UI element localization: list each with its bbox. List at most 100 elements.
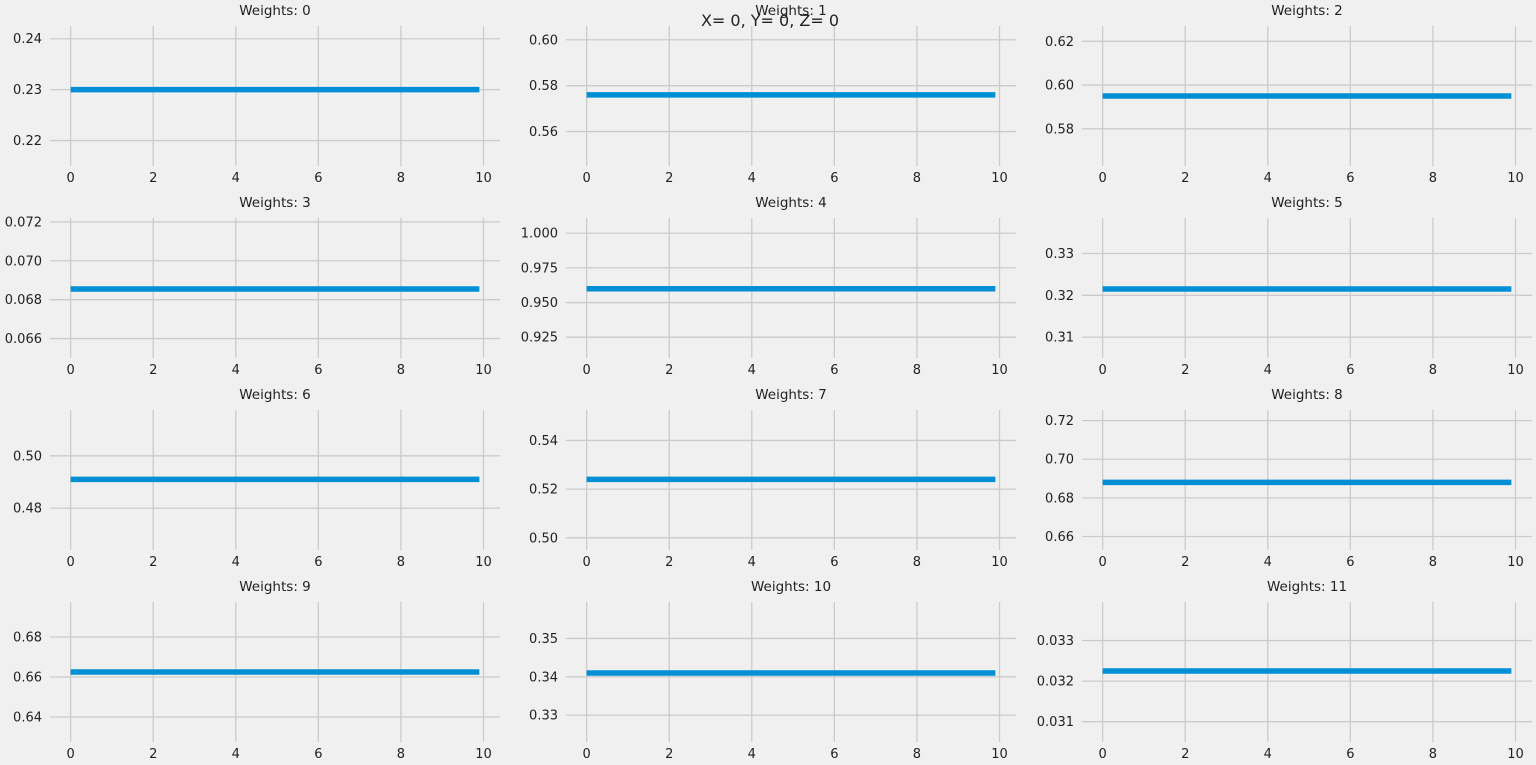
- subplot-weights-5: 0 2 4 6 8 10 0.31 0.32 0.33 Weights: 5: [1045, 195, 1532, 378]
- y-tick-label: 0.60: [529, 33, 558, 48]
- x-tick-label: 8: [1429, 171, 1437, 186]
- subplot-weights-11: 0 2 4 6 8 10 0.031 0.032 0.033 Weights: 11: [1037, 579, 1532, 762]
- x-tick-label: 2: [1181, 555, 1189, 570]
- x-tick-label: 10: [475, 555, 492, 570]
- x-tick-label: 6: [314, 171, 322, 186]
- x-tick-label: 6: [830, 555, 838, 570]
- y-tick-label: 0.072: [5, 215, 42, 230]
- y-tick-label: 0.62: [1045, 35, 1074, 50]
- y-tick-label: 0.925: [521, 331, 558, 346]
- x-tick-label: 2: [665, 747, 673, 762]
- x-tick-label: 8: [397, 171, 405, 186]
- x-tick-label: 0: [1099, 363, 1107, 378]
- x-tick-label: 10: [1507, 171, 1524, 186]
- x-tick-label: 4: [748, 747, 756, 762]
- x-tick-label: 4: [748, 363, 756, 378]
- subplot-title: Weights: 1: [755, 3, 827, 19]
- x-tick-label: 4: [1264, 171, 1272, 186]
- x-tick-label: 2: [665, 555, 673, 570]
- y-tick-label: 0.033: [1037, 634, 1074, 649]
- y-tick-label: 0.58: [1045, 122, 1074, 137]
- y-tick-label: 0.66: [13, 671, 42, 686]
- subplot-grid: 0 2 4 6 8 10 0.22 0.23 0.24 Weights: 0 0 2 4 6 8 10 0.56…: [5, 3, 1532, 762]
- y-tick-label: 0.32: [1045, 289, 1074, 304]
- x-tick-label: 2: [665, 363, 673, 378]
- x-tick-label: 10: [991, 747, 1008, 762]
- x-tick-label: 8: [1429, 747, 1437, 762]
- y-tick-label: 0.64: [13, 711, 42, 726]
- y-tick-label: 0.22: [13, 134, 42, 149]
- subplot-weights-2: 0 2 4 6 8 10 0.58 0.60 0.62 Weights: 2: [1045, 3, 1532, 186]
- x-tick-label: 8: [397, 555, 405, 570]
- x-tick-label: 8: [913, 555, 921, 570]
- y-tick-label: 0.35: [529, 632, 558, 647]
- subplot-title: Weights: 2: [1271, 3, 1343, 19]
- x-tick-label: 4: [748, 171, 756, 186]
- x-tick-label: 4: [748, 555, 756, 570]
- subplot-title: Weights: 9: [239, 579, 311, 595]
- y-tick-label: 0.60: [1045, 79, 1074, 94]
- x-tick-label: 2: [1181, 363, 1189, 378]
- subplot-title: Weights: 6: [239, 387, 311, 403]
- x-tick-label: 10: [991, 171, 1008, 186]
- y-tick-label: 0.031: [1037, 715, 1074, 730]
- x-tick-label: 6: [1346, 171, 1354, 186]
- x-tick-label: 2: [149, 171, 157, 186]
- subplot-title: Weights: 3: [239, 195, 311, 211]
- y-tick-label: 0.52: [529, 483, 558, 498]
- x-tick-label: 8: [913, 747, 921, 762]
- x-tick-label: 8: [397, 363, 405, 378]
- x-tick-label: 0: [583, 363, 591, 378]
- x-tick-label: 10: [1507, 363, 1524, 378]
- y-tick-label: 0.33: [1045, 247, 1074, 262]
- x-tick-label: 0: [1099, 171, 1107, 186]
- subplot-title: Weights: 8: [1271, 387, 1343, 403]
- x-tick-label: 4: [1264, 747, 1272, 762]
- x-tick-label: 0: [67, 363, 75, 378]
- x-tick-label: 8: [913, 171, 921, 186]
- y-tick-label: 0.950: [521, 296, 558, 311]
- x-tick-label: 0: [583, 171, 591, 186]
- subplot-title: Weights: 10: [751, 579, 831, 595]
- y-tick-label: 0.50: [529, 531, 558, 546]
- x-tick-label: 6: [830, 171, 838, 186]
- x-tick-label: 0: [1099, 747, 1107, 762]
- x-tick-label: 2: [149, 555, 157, 570]
- x-tick-label: 6: [314, 555, 322, 570]
- y-tick-label: 0.24: [13, 32, 42, 47]
- x-tick-label: 2: [149, 747, 157, 762]
- subplot-weights-9: 0 2 4 6 8 10 0.64 0.66 0.68 Weights: 9: [13, 579, 500, 762]
- subplot-weights-10: 0 2 4 6 8 10 0.33 0.34 0.35 Weights: 10: [529, 579, 1016, 762]
- y-tick-label: 0.66: [1045, 530, 1074, 545]
- x-tick-label: 4: [232, 747, 240, 762]
- x-tick-label: 8: [1429, 555, 1437, 570]
- subplot-weights-0: 0 2 4 6 8 10 0.22 0.23 0.24 Weights: 0: [13, 3, 500, 186]
- x-tick-label: 2: [665, 171, 673, 186]
- subplot-weights-3: 0 2 4 6 8 10 0.066 0.068 0.070 0.072 Weights: 3: [5, 195, 500, 378]
- figure-suptitle: X= 0, Y= 0, Z= 0: [701, 11, 839, 30]
- subplot-weights-6: 0 2 4 6 8 10 0.48 0.50 Weights: 6: [13, 387, 500, 570]
- subplot-weights-4: 0 2 4 6 8 10 0.925 0.950 0.975 1.000 Weights: 4: [521, 195, 1016, 378]
- x-tick-label: 4: [1264, 363, 1272, 378]
- y-tick-label: 0.54: [529, 434, 558, 449]
- y-tick-label: 0.58: [529, 79, 558, 94]
- x-tick-label: 0: [67, 171, 75, 186]
- subplot-title: Weights: 7: [755, 387, 827, 403]
- x-tick-label: 10: [991, 363, 1008, 378]
- x-tick-label: 10: [991, 555, 1008, 570]
- y-tick-label: 0.23: [13, 83, 42, 98]
- subplot-title: Weights: 0: [239, 3, 311, 19]
- x-tick-label: 6: [830, 363, 838, 378]
- subplot-weights-8: 0 2 4 6 8 10 0.66 0.68 0.70 0.72 Weights: 8: [1045, 387, 1532, 570]
- y-tick-label: 0.72: [1045, 414, 1074, 429]
- y-tick-label: 0.56: [529, 125, 558, 140]
- x-tick-label: 0: [583, 555, 591, 570]
- y-tick-label: 0.68: [1045, 491, 1074, 506]
- y-tick-label: 0.31: [1045, 331, 1074, 346]
- x-tick-label: 4: [1264, 555, 1272, 570]
- y-tick-label: 0.070: [5, 254, 42, 269]
- x-tick-label: 8: [913, 363, 921, 378]
- x-tick-label: 6: [830, 747, 838, 762]
- subplot-title: Weights: 5: [1271, 195, 1343, 211]
- y-tick-label: 0.066: [5, 332, 42, 347]
